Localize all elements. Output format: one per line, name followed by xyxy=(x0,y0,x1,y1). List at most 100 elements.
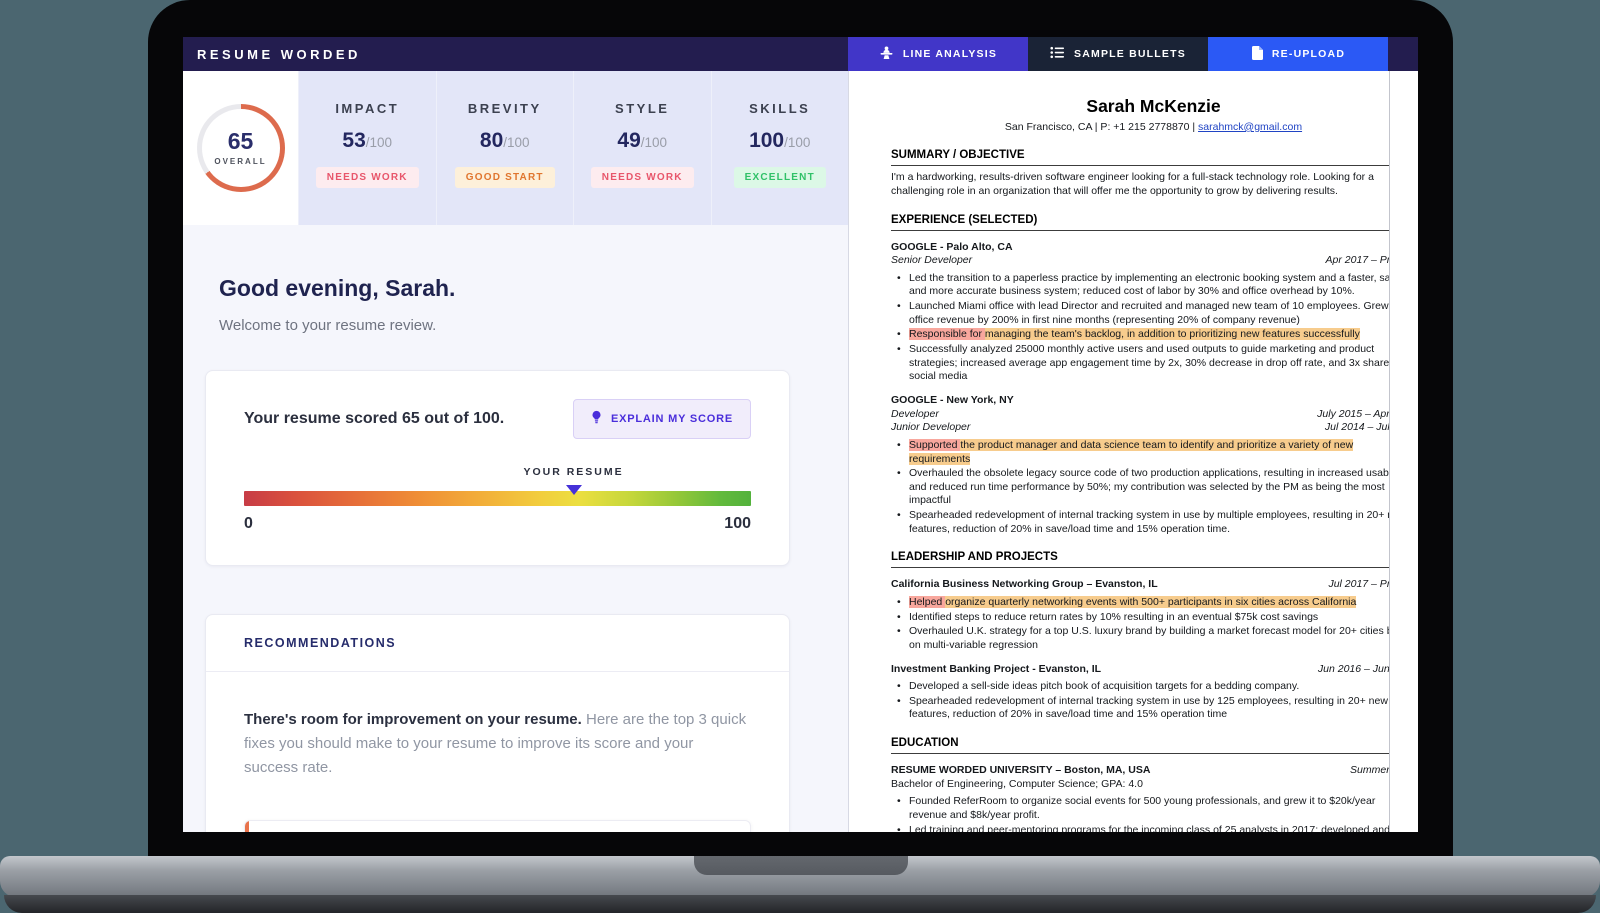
entry-role: Senior Developer xyxy=(891,254,973,267)
file-icon xyxy=(1251,45,1263,63)
score-card-max: /100 xyxy=(503,135,530,150)
entry-header: GOOGLE - New York, NY xyxy=(891,393,1389,408)
topbar: RESUME WORDED LINE ANALYSIS SAMPLE BULLET… xyxy=(183,37,1418,71)
score-card-value: 49 xyxy=(617,129,641,152)
resume-section: EDUCATION RESUME WORDED UNIVERSITY – Bost… xyxy=(891,736,1390,832)
score-card-impact[interactable]: IMPACT 53/100 NEEDS WORK xyxy=(298,71,436,225)
entry-role-date: July 2015 – Apr 2017 xyxy=(1317,407,1390,420)
overall-score-card: 65 OVERALL xyxy=(183,71,298,225)
left-column: 65 OVERALL IMPACT 53/100 NEEDS WORK BREVITY… xyxy=(183,71,848,832)
laptop-base-lip xyxy=(4,895,1596,913)
score-meter-label: YOUR RESUME xyxy=(523,466,624,478)
entry-role-row: Junior Developer Jul 2014 – Jul 2015 xyxy=(891,421,1390,435)
bullet-item: Responsible for managing the team's back… xyxy=(891,328,1389,342)
bullet-item: Overhauled the obsolete legacy source co… xyxy=(891,467,1389,508)
score-card-status-badge: EXCELLENT xyxy=(733,167,826,188)
brand-logo: RESUME WORDED xyxy=(197,46,361,62)
bullet-list: Developed a sell-side ideas pitch book o… xyxy=(891,680,1389,722)
score-card-status-badge: NEEDS WORK xyxy=(590,167,694,188)
explain-score-button[interactable]: EXPLAIN MY SCORE xyxy=(572,399,751,439)
resume-sections: SUMMARY / OBJECTIVE I'm a hardworking, re… xyxy=(891,148,1390,832)
entry-date: Jun 2016 – Jun 2017 xyxy=(1317,662,1390,675)
score-card-style[interactable]: STYLE 49/100 NEEDS WORK xyxy=(573,71,711,225)
resume-entry: RESUME WORDED UNIVERSITY – Boston, MA, U… xyxy=(891,764,1390,832)
overall-score-ring-inner: 65 OVERALL xyxy=(201,109,280,187)
laptop-base-notch xyxy=(694,856,908,875)
entry-role-row: Developer July 2015 – Apr 2017 xyxy=(891,407,1390,422)
resume-panel: Sarah McKenzie San Francisco, CA | P: +1… xyxy=(848,71,1418,832)
bullet-item: Helped organize quarterly networking eve… xyxy=(891,595,1389,610)
bullet-item: Spearheaded redevelopment of internal tr… xyxy=(891,509,1389,536)
score-marker-icon xyxy=(565,485,582,495)
resume-entry: California Business Networking Group – E… xyxy=(891,578,1389,653)
left-body: Good evening, Sarah. Welcome to your res… xyxy=(183,275,848,832)
score-gradient-bar xyxy=(244,491,751,506)
score-meter: YOUR RESUME xyxy=(244,466,751,506)
bullet-item: Led training and peer-mentoring programs… xyxy=(891,824,1389,832)
email-link[interactable]: sarahmck@gmail.com xyxy=(1198,120,1303,133)
score-card-max: /100 xyxy=(365,135,393,150)
section-paragraph: I'm a hardworking, results-driven softwa… xyxy=(891,171,1374,197)
recommendations-intro-rest: Here are the top 3 quick fixes you shoul… xyxy=(244,711,747,776)
score-card-max: /100 xyxy=(640,135,668,150)
score-card-label: STYLE xyxy=(615,101,670,116)
bullet-item: Supported the product manager and data s… xyxy=(891,438,1389,466)
resume-section: LEADERSHIP AND PROJECTS California Busine… xyxy=(891,550,1390,723)
highlight-orange: managing the team's backlog, in addition… xyxy=(984,328,1360,341)
resume-contact-text: San Francisco, CA | P: +1 215 2778870 | xyxy=(1004,120,1199,133)
recommendations-panel: RECOMMENDATIONS There's room for improve… xyxy=(205,614,790,832)
recommendations-body: There's room for improvement on your res… xyxy=(206,672,789,832)
nav-button-group: LINE ANALYSIS SAMPLE BULLETS RE-UPLOAD xyxy=(848,37,1388,71)
entry-company: GOOGLE - Palo Alto, CA xyxy=(891,240,1013,253)
entry-subtitle: Bachelor of Engineering, Computer Scienc… xyxy=(891,777,1143,790)
resume-entry: GOOGLE - Palo Alto, CA Senior Developer Ap… xyxy=(891,240,1390,384)
highlight-pink: Helped xyxy=(909,595,946,608)
entry-header: Investment Banking Project - Evanston, I… xyxy=(891,662,1390,677)
score-card-brevity[interactable]: BREVITY 80/100 GOOD START xyxy=(435,71,574,225)
bullet-item: Led the transition to a paperless practi… xyxy=(891,272,1389,299)
score-card-status-badge: NEEDS WORK xyxy=(315,167,419,188)
nav-button-line-analysis[interactable]: LINE ANALYSIS xyxy=(848,37,1028,71)
score-cards-row: 65 OVERALL IMPACT 53/100 NEEDS WORK BREVITY… xyxy=(183,71,848,225)
score-card-max: /100 xyxy=(784,135,811,150)
resume-entry: Investment Banking Project - Evanston, I… xyxy=(891,662,1390,723)
main-row: 65 OVERALL IMPACT 53/100 NEEDS WORK BREVITY… xyxy=(183,71,1418,832)
score-min-label: 0 xyxy=(244,515,253,532)
score-card-skills[interactable]: SKILLS 100/100 EXCELLENT xyxy=(710,71,849,225)
resume-contact: San Francisco, CA | P: +1 215 2778870 | … xyxy=(891,120,1389,135)
recommendations-intro-bold: There's room for improvement on your res… xyxy=(244,711,582,728)
entry-role-row: Senior Developer Apr 2017 – Present xyxy=(891,254,1390,268)
bullet-list: Supported the product manager and data s… xyxy=(891,438,1389,536)
entry-company: GOOGLE - New York, NY xyxy=(891,393,1014,406)
highlight-pink: Supported xyxy=(909,438,961,451)
score-card-label: IMPACT xyxy=(335,101,400,116)
score-card-value: 80 xyxy=(479,129,504,152)
score-card-value: 100 xyxy=(749,129,785,152)
section-title: EDUCATION xyxy=(891,736,1389,754)
nav-button-re-upload[interactable]: RE-UPLOAD xyxy=(1208,37,1388,71)
nav-button-sample-bullets[interactable]: SAMPLE BULLETS xyxy=(1028,37,1208,71)
bullet-list: Helped organize quarterly networking eve… xyxy=(891,595,1389,653)
score-panel-title: Your resume scored 65 out of 100. xyxy=(244,410,505,427)
entry-company: RESUME WORDED UNIVERSITY – Boston, MA, U… xyxy=(891,764,1151,776)
nav-button-label: SAMPLE BULLETS xyxy=(1074,48,1186,60)
recommendations-header: RECOMMENDATIONS xyxy=(206,615,789,672)
entry-date: Summer 2014 xyxy=(1350,764,1390,776)
line-analysis-icon xyxy=(879,46,894,62)
recommendations-intro: There's room for improvement on your res… xyxy=(244,708,751,780)
entry-role-date: Jul 2014 – Jul 2015 xyxy=(1324,421,1390,434)
score-card-label: SKILLS xyxy=(749,101,811,116)
resume-name: Sarah McKenzie xyxy=(1086,96,1221,116)
bullet-list: Led the transition to a paperless practi… xyxy=(891,272,1389,384)
recommendation-item[interactable]: 1 Missing or unnecessary sections STYLE xyxy=(244,820,751,832)
overall-score-value: 65 xyxy=(227,128,254,154)
entry-role-date: Apr 2017 – Present xyxy=(1325,254,1390,267)
entry-company: Investment Banking Project - Evanston, I… xyxy=(891,662,1102,675)
score-card-status-badge: GOOD START xyxy=(454,167,555,188)
entry-header: California Business Networking Group – E… xyxy=(891,578,1389,592)
greeting: Good evening, Sarah. xyxy=(219,275,456,301)
score-max-label: 100 xyxy=(724,515,751,532)
score-card-value-row: 49/100 xyxy=(617,129,667,153)
lightbulb-icon xyxy=(591,410,602,428)
bullet-item: Successfully analyzed 25000 monthly acti… xyxy=(891,343,1389,384)
